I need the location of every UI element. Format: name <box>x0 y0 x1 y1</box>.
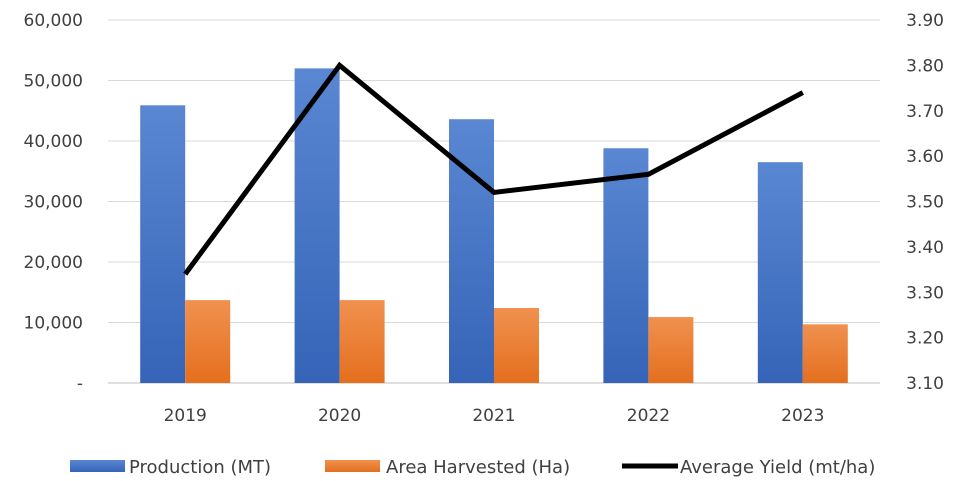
bar-production-mt-2022 <box>603 148 649 383</box>
bar-area-harvested-ha-2022 <box>648 317 694 383</box>
right-tick-label: 3.40 <box>906 238 944 258</box>
bar-area-harvested-ha-2019 <box>185 300 231 383</box>
bar-production-mt-2020 <box>294 68 340 384</box>
bar-area-harvested-ha-2023 <box>802 324 848 383</box>
legend-label-production: Production (MT) <box>129 457 271 478</box>
right-axis: 3.10 3.20 3.30 3.40 3.50 3.60 3.70 3.80 3.90 <box>906 11 944 394</box>
bar-production-mt-2023 <box>757 162 803 383</box>
left-tick-label: 50,000 <box>24 72 83 92</box>
yield-line-layer <box>183 61 804 276</box>
left-tick-label: 40,000 <box>24 132 83 152</box>
left-tick-label: 60,000 <box>24 11 83 31</box>
legend-label-yield: Average Yield (mt/ha) <box>680 457 875 478</box>
x-tick-label: 2021 <box>472 406 515 426</box>
x-tick-label: 2022 <box>627 406 670 426</box>
legend-swatch-area <box>325 460 380 472</box>
right-tick-label: 3.60 <box>906 147 944 167</box>
bar-area-harvested-ha-2021 <box>494 307 539 383</box>
x-tick-label: 2023 <box>781 406 824 426</box>
left-tick-label: - <box>77 374 83 394</box>
left-axis: - 10,000 20,000 30,000 40,000 50,000 60,000 <box>24 11 83 394</box>
x-tick-label: 2019 <box>164 406 207 426</box>
right-tick-label: 3.20 <box>906 329 944 349</box>
x-axis: 2019 2020 2021 2022 2023 <box>164 406 825 426</box>
left-tick-label: 30,000 <box>24 193 83 213</box>
legend-label-area: Area Harvested (Ha) <box>386 457 570 478</box>
x-tick-label: 2020 <box>318 406 361 426</box>
right-tick-label: 3.90 <box>906 11 944 31</box>
bar-area-harvested-ha-2020 <box>339 300 385 383</box>
right-tick-label: 3.50 <box>906 193 944 213</box>
right-tick-label: 3.30 <box>906 283 944 303</box>
right-tick-label: 3.10 <box>906 374 944 394</box>
bars <box>140 68 848 384</box>
right-tick-label: 3.70 <box>906 102 944 122</box>
legend-swatch-production <box>70 460 125 472</box>
bar-production-mt-2019 <box>140 105 186 384</box>
right-tick-label: 3.80 <box>906 56 944 76</box>
legend: Production (MT) Area Harvested (Ha) Averag… <box>70 457 875 478</box>
left-tick-label: 20,000 <box>24 253 83 273</box>
left-tick-label: 10,000 <box>24 314 83 334</box>
